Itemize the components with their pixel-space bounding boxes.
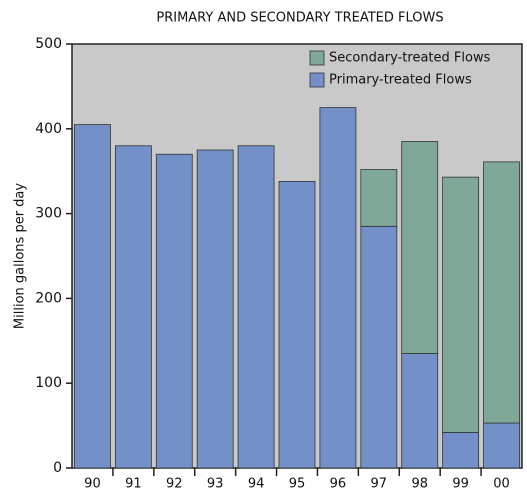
x-tick-label: 90 [84,477,101,492]
bar-segment [401,141,439,354]
bar-segment [360,225,398,469]
x-tick-label: 92 [166,477,183,492]
y-tick-label: 100 [35,375,62,391]
x-tick-label: 97 [371,477,388,492]
bar-segment [278,180,316,469]
x-tick-label: 95 [289,477,306,492]
bar-segment [483,422,520,469]
legend-swatch [309,50,325,66]
bar-segment [74,124,111,469]
bar-segment [442,176,480,433]
bar-segment [196,149,234,469]
x-tick-label: 96 [330,477,347,492]
x-tick-label: 98 [411,477,428,492]
bar-segment [360,169,398,227]
x-tick-label: 99 [452,477,469,492]
x-tick-label: 93 [207,477,224,492]
chart-title: PRIMARY AND SECONDARY TREATED FLOWS [156,11,443,26]
y-tick-label: 200 [35,290,62,306]
y-tick-label: 0 [53,460,62,476]
bar-segment [319,107,357,469]
y-tick-label: 300 [35,206,62,222]
x-tick-label: 91 [125,477,142,492]
legend-swatch [309,72,325,88]
bar-segment [401,353,439,469]
y-tick-label: 500 [35,36,62,52]
bar-segment [483,161,520,424]
bar-segment [114,145,152,469]
x-tick-label: 94 [248,477,265,492]
x-tick-label: 00 [493,477,510,492]
bar-segment [155,153,193,469]
bar-segment [442,431,480,469]
legend-label: Primary-treated Flows [329,73,472,88]
y-tick-label: 400 [35,121,62,137]
legend-label: Secondary-treated Flows [329,51,491,66]
bar-segment [237,145,275,469]
y-axis-label: Million gallons per day [13,183,28,329]
